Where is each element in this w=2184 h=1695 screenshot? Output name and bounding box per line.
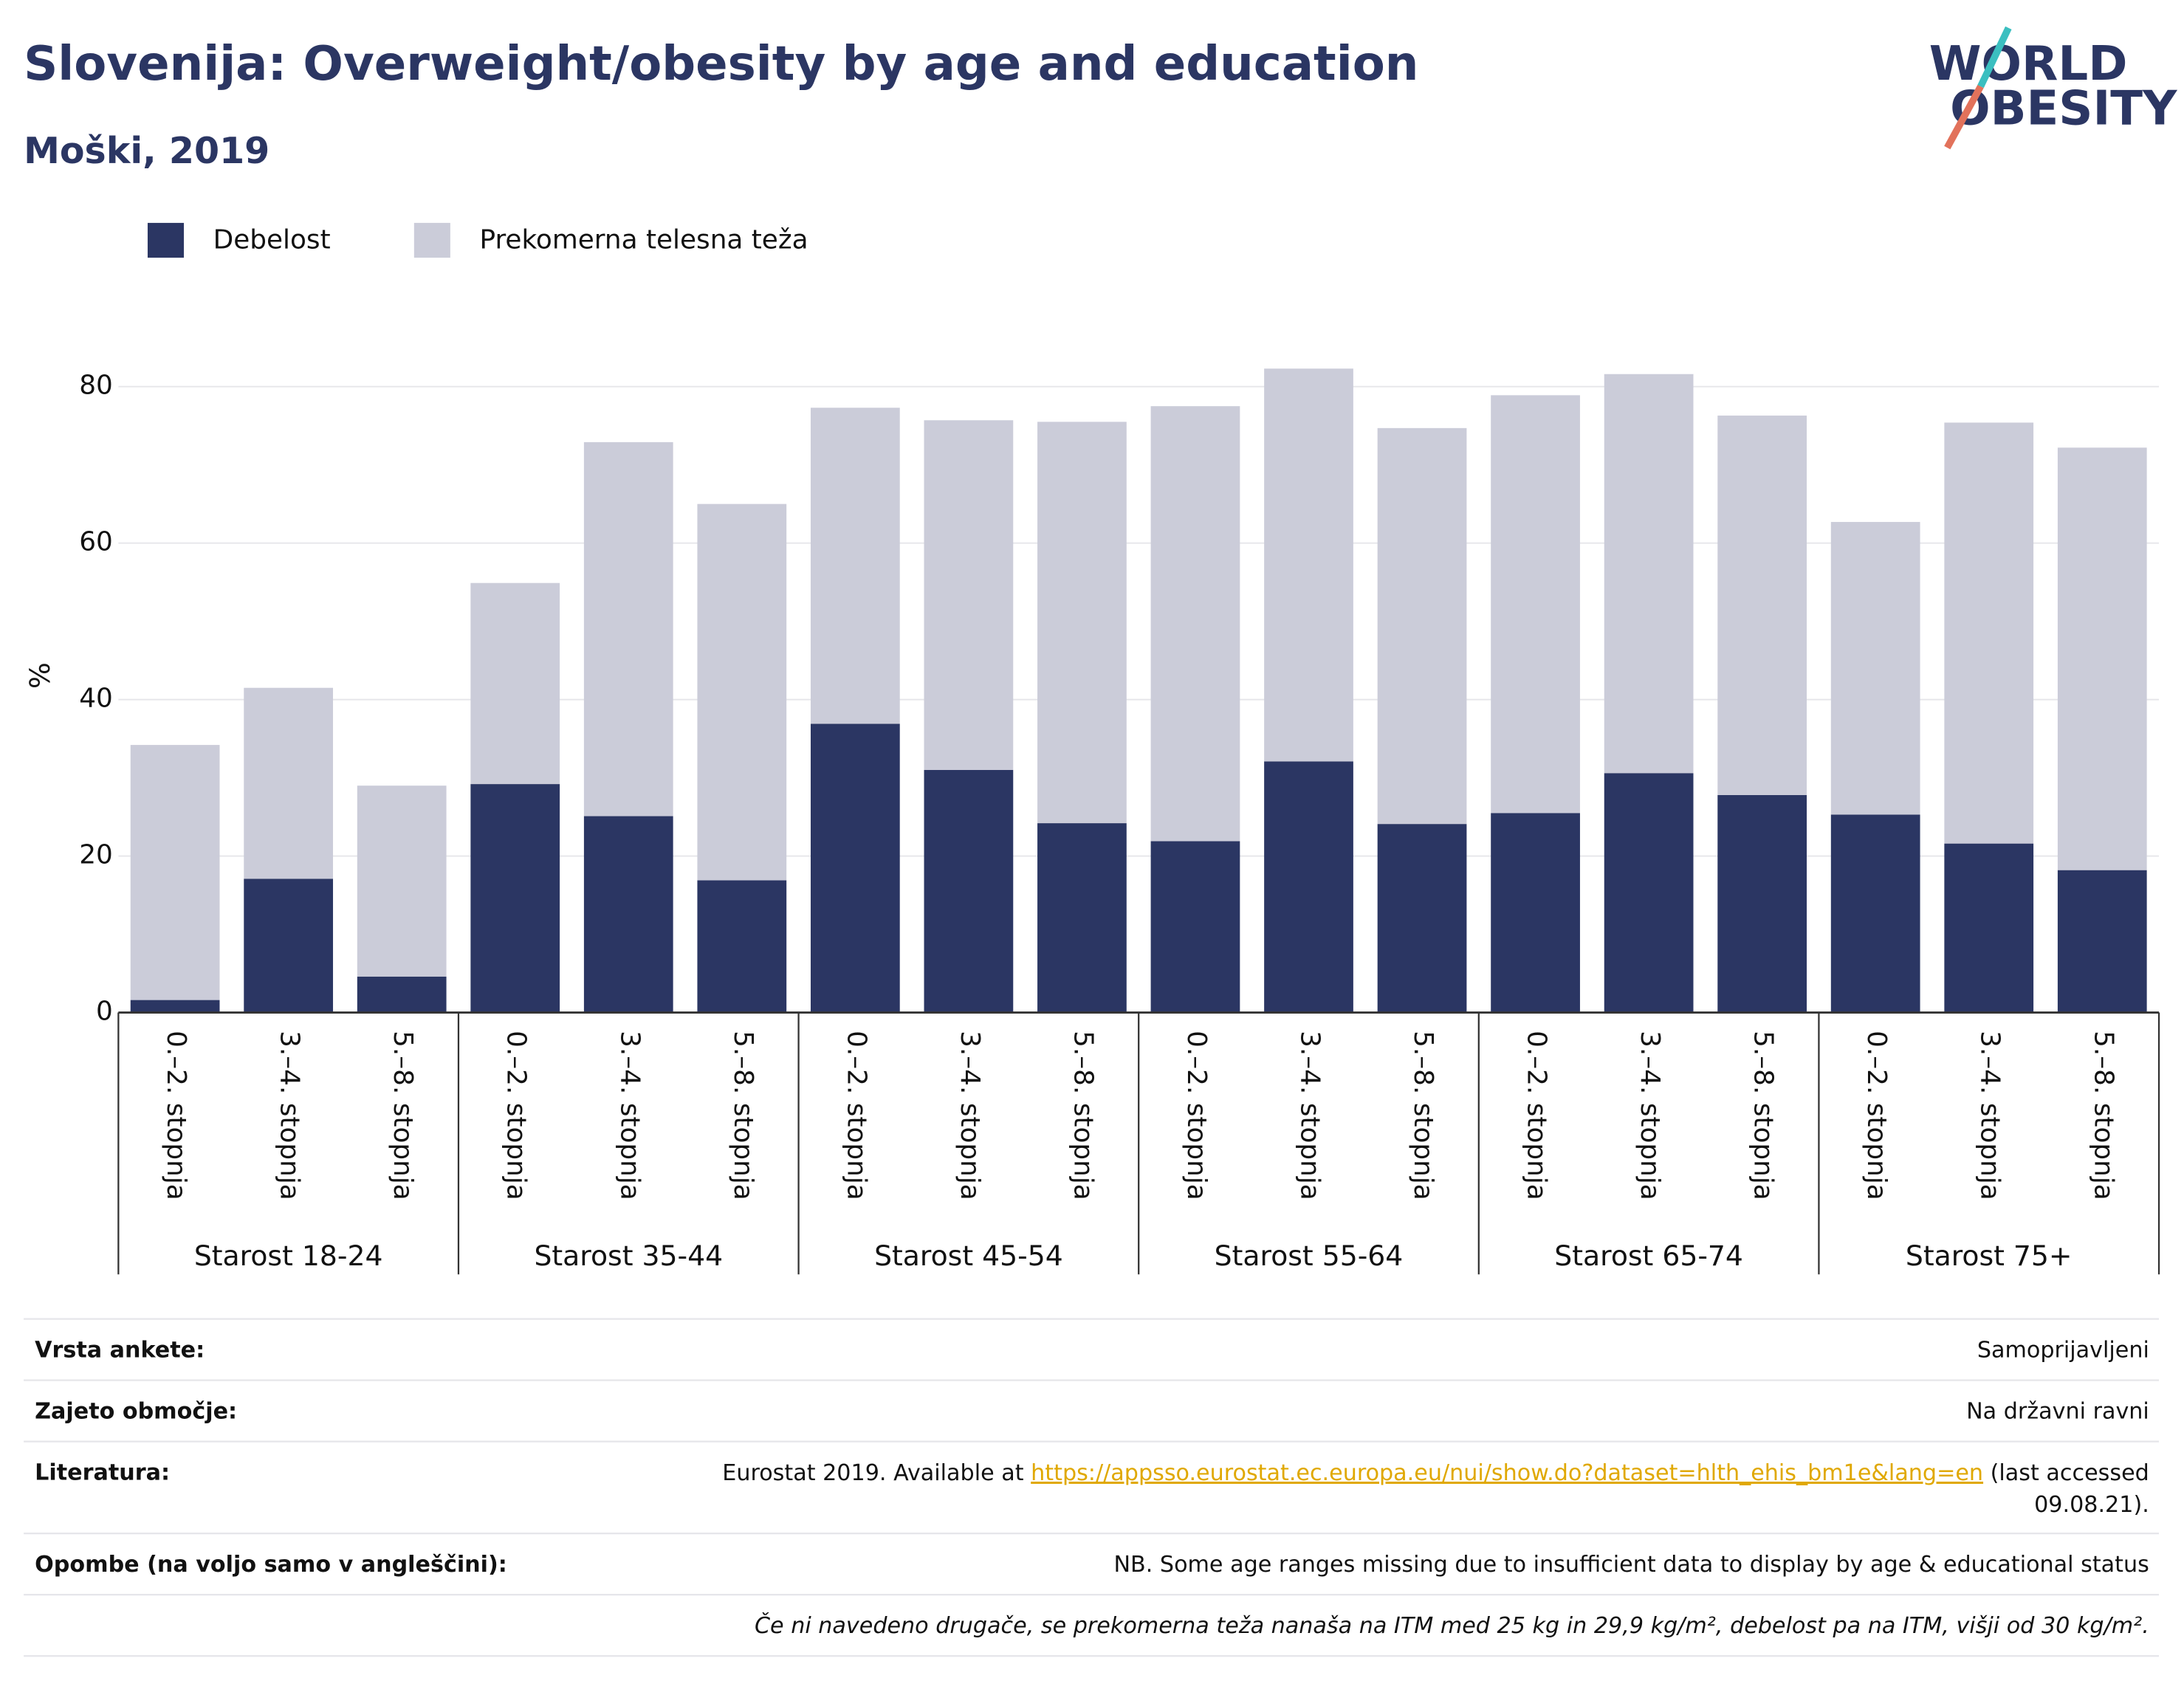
x-tick-label: 5.–8. stopnja — [2088, 1031, 2118, 1200]
bar-segment — [357, 785, 447, 977]
x-tick-label: 3.–4. stopnja — [955, 1031, 985, 1200]
bar-segment — [470, 784, 560, 1013]
x-tick-label: 0.–2. stopnja — [501, 1031, 532, 1200]
bar-segment — [1717, 794, 1807, 1013]
x-tick-label: 3.–4. stopnja — [614, 1031, 645, 1200]
bar-segment — [1264, 761, 1353, 1013]
logo-slash — [1977, 26, 2012, 89]
bar-segment — [1491, 395, 1580, 814]
x-tick-label: 0.–2. stopnja — [1861, 1031, 1892, 1200]
group-label: Starost 55-64 — [1215, 1240, 1404, 1272]
x-tick-label: 0.–2. stopnja — [841, 1031, 871, 1200]
bar-segment — [810, 408, 900, 724]
bar-segment — [244, 687, 334, 879]
legend-swatch — [413, 222, 450, 258]
row-label: Opombe (na voljo samo v angleščini): — [35, 1552, 507, 1578]
bar-segment — [2057, 447, 2147, 870]
x-tick-label: 5.–8. stopnja — [1748, 1031, 1779, 1200]
bar-segment — [1150, 406, 1240, 842]
x-tick-label: 3.–4. stopnja — [1975, 1031, 2005, 1200]
bar-segment — [357, 976, 447, 1013]
bar-segment — [130, 745, 220, 1000]
row-value: Samoprijavljeni — [1977, 1337, 2149, 1363]
legend-label: Prekomerna telesna teža — [480, 224, 808, 255]
x-tick-label: 5.–8. stopnja — [1408, 1031, 1438, 1200]
bar-segment — [697, 880, 787, 1013]
legend-label: Debelost — [213, 224, 331, 255]
group-label: Starost 65-74 — [1554, 1240, 1743, 1272]
x-tick-label: 3.–4. stopnja — [275, 1031, 305, 1200]
bar-segment — [1944, 843, 2034, 1013]
group-label: Starost 75+ — [1906, 1240, 2073, 1272]
bar-segment — [1037, 823, 1127, 1013]
group-label: Starost 45-54 — [874, 1240, 1063, 1272]
x-tick-label: 5.–8. stopnja — [388, 1031, 418, 1200]
row-label: Literatura: — [35, 1460, 170, 1485]
row-value: NB. Some age ranges missing due to insuf… — [1113, 1552, 2149, 1578]
bar-segment — [1377, 824, 1467, 1013]
x-tick-label: 5.–8. stopnja — [1068, 1031, 1098, 1200]
chart-title: Slovenija: Overweight/obesity by age and… — [24, 36, 1418, 92]
bar-segment — [1150, 841, 1240, 1013]
y-tick-label: 60 — [79, 527, 113, 557]
bar-segment — [1604, 374, 1694, 774]
row-value: Eurostat 2019. Available at https://apps… — [722, 1460, 2149, 1485]
row-value-part: (last accessed — [1983, 1460, 2149, 1485]
bar-segment — [2057, 870, 2147, 1013]
bar-segment — [1491, 813, 1580, 1013]
row-value: Na državni ravni — [1966, 1398, 2149, 1424]
chart-subtitle: Moški, 2019 — [24, 129, 269, 172]
y-tick-label: 20 — [79, 840, 113, 870]
bar-segment — [1037, 422, 1127, 824]
group-label: Starost 35-44 — [534, 1240, 723, 1272]
bar-segment — [697, 503, 787, 881]
logo-slash — [1944, 84, 1984, 150]
bar-segment — [1604, 773, 1694, 1013]
row-value-part: Eurostat 2019. Available at — [722, 1460, 1031, 1485]
bar-segment — [1830, 522, 1920, 815]
bar-segment — [470, 582, 560, 785]
row-label: Vrsta ankete: — [35, 1337, 205, 1363]
legend-swatch — [147, 222, 185, 258]
x-tick-label: 0.–2. stopnja — [1522, 1031, 1552, 1200]
bar-segment — [1264, 368, 1353, 762]
logo-text: WORLD — [1929, 36, 2128, 92]
bar-segment — [1830, 814, 1920, 1013]
x-tick-label: 0.–2. stopnja — [161, 1031, 191, 1200]
logo-text: OBESITY — [1950, 81, 2178, 137]
row-label: Zajeto območje: — [35, 1398, 237, 1424]
group-label: Starost 18-24 — [194, 1240, 383, 1272]
y-axis-label: % — [24, 662, 56, 689]
bar-segment — [1377, 427, 1467, 825]
bar-segment — [1944, 422, 2034, 844]
footnote: Če ni navedeno drugače, se prekomerna te… — [755, 1612, 2149, 1639]
x-tick-label: 5.–8. stopnja — [728, 1031, 758, 1200]
bar-segment — [583, 441, 673, 816]
y-tick-label: 80 — [79, 371, 113, 401]
link[interactable]: https://appsso.eurostat.ec.europa.eu/nui… — [1031, 1460, 1983, 1485]
row-value: 09.08.21). — [2034, 1492, 2149, 1518]
bar-segment — [583, 816, 673, 1013]
bar-segment — [924, 770, 1014, 1013]
bar-segment — [1717, 415, 1807, 795]
bar-segment — [810, 723, 900, 1013]
y-tick-label: 0 — [96, 997, 113, 1027]
bar-segment — [130, 1000, 220, 1013]
x-tick-label: 3.–4. stopnja — [1295, 1031, 1325, 1200]
bar-segment — [244, 879, 334, 1013]
x-tick-label: 3.–4. stopnja — [1635, 1031, 1665, 1200]
bar-segment — [924, 420, 1014, 771]
x-tick-label: 0.–2. stopnja — [1181, 1031, 1212, 1200]
y-tick-label: 40 — [79, 684, 113, 714]
